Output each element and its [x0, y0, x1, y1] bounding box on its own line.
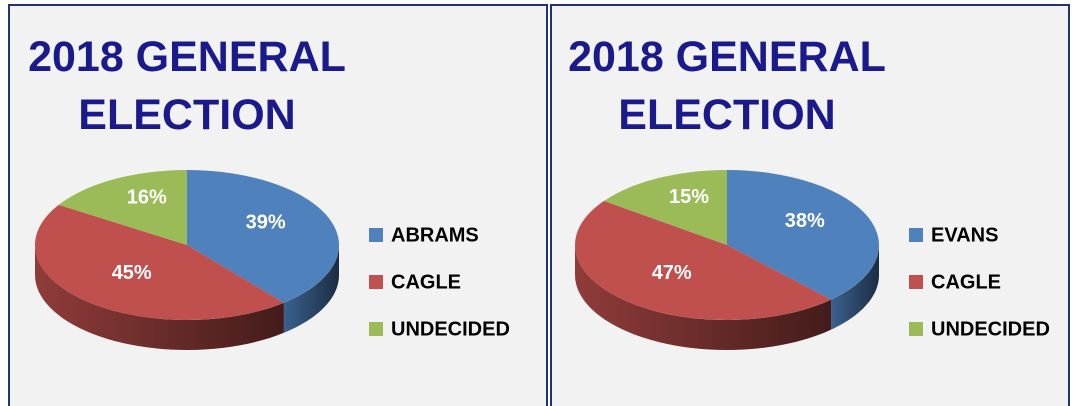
legend-label: CAGLE: [391, 271, 461, 293]
value-label: 39%: [246, 212, 286, 234]
legend-swatch: [909, 322, 923, 336]
legend-label: UNDECIDED: [931, 318, 1050, 340]
value-label: 16%: [127, 187, 167, 209]
pie-side: [831, 245, 879, 330]
pie-side: [283, 245, 339, 333]
legend-swatch: [369, 275, 383, 289]
legend-label: EVANS: [931, 224, 998, 246]
legend-swatch: [369, 228, 383, 242]
value-label: 47%: [652, 262, 692, 284]
value-label: 38%: [785, 210, 825, 232]
pie-slice: [604, 170, 727, 245]
pie-side: [35, 245, 284, 350]
value-label: 45%: [112, 262, 152, 284]
legend-label: UNDECIDED: [391, 318, 510, 340]
pie-slice: [727, 170, 879, 300]
pie-slice: [35, 204, 284, 320]
chart-title: 2018 GENERAL ELECTION: [28, 33, 346, 139]
legend-swatch: [369, 322, 383, 336]
legend-swatch: [909, 228, 923, 242]
value-label: 15%: [669, 186, 709, 208]
pie-slice: [574, 200, 832, 321]
chart-title: 2018 GENERAL ELECTION: [568, 33, 886, 139]
pie-slice: [58, 170, 187, 245]
pie-slice: [187, 170, 340, 303]
pie-side: [575, 245, 832, 350]
legend-label: ABRAMS: [391, 224, 479, 246]
legend-swatch: [909, 275, 923, 289]
legend-label: CAGLE: [931, 271, 1001, 293]
